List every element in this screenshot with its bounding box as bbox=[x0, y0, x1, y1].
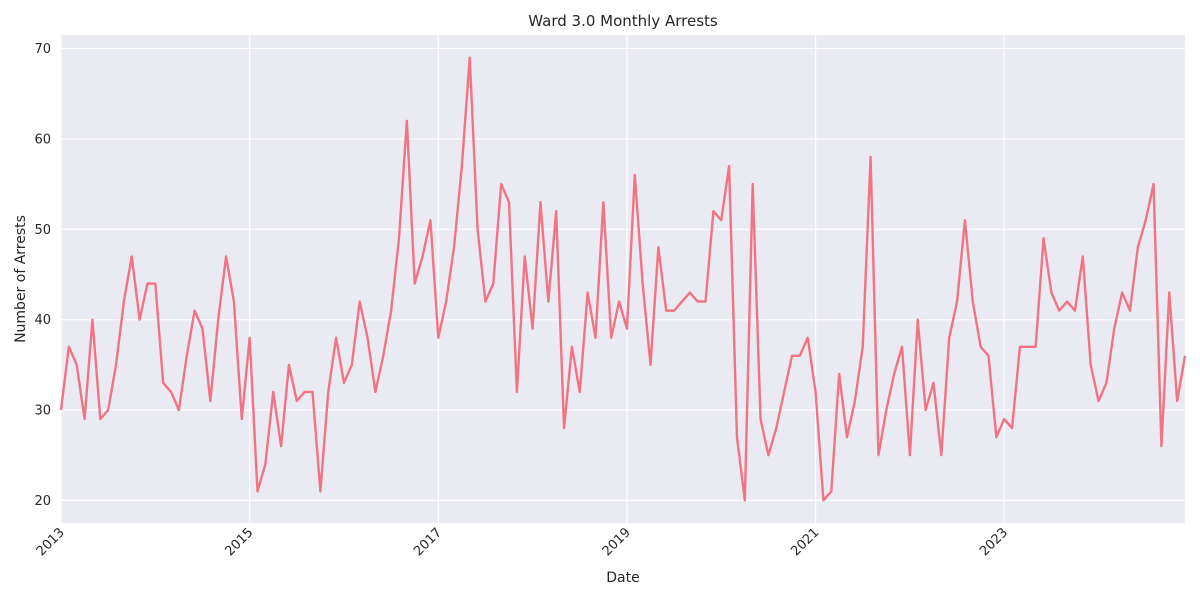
x-axis-label: Date bbox=[606, 570, 639, 586]
y-tick-label: 70 bbox=[34, 42, 51, 57]
x-tick-labels: 2013 2015 2017 2019 2021 2023 bbox=[34, 525, 1011, 559]
y-tick-label: 50 bbox=[34, 223, 51, 238]
y-tick-label: 60 bbox=[34, 132, 51, 147]
grid-lines bbox=[60, 35, 1185, 523]
x-tick-label: 2023 bbox=[977, 525, 1011, 559]
y-tick-labels: 20 30 40 50 60 70 bbox=[34, 42, 51, 509]
y-tick-label: 30 bbox=[34, 404, 51, 419]
y-tick-label: 20 bbox=[34, 494, 51, 509]
plot-background bbox=[61, 35, 1185, 523]
x-tick-label: 2013 bbox=[34, 525, 68, 559]
chart-title: Ward 3.0 Monthly Arrests bbox=[528, 12, 718, 30]
x-tick-label: 2017 bbox=[411, 525, 445, 559]
x-tick-label: 2019 bbox=[600, 525, 634, 559]
series-line bbox=[59, 56, 1187, 502]
series-line-layer bbox=[59, 56, 1187, 502]
x-tick-label: 2015 bbox=[222, 525, 256, 559]
y-axis-label: Number of Arrests bbox=[13, 215, 29, 343]
x-tick-label: 2021 bbox=[788, 525, 822, 559]
y-tick-label: 40 bbox=[34, 313, 51, 328]
